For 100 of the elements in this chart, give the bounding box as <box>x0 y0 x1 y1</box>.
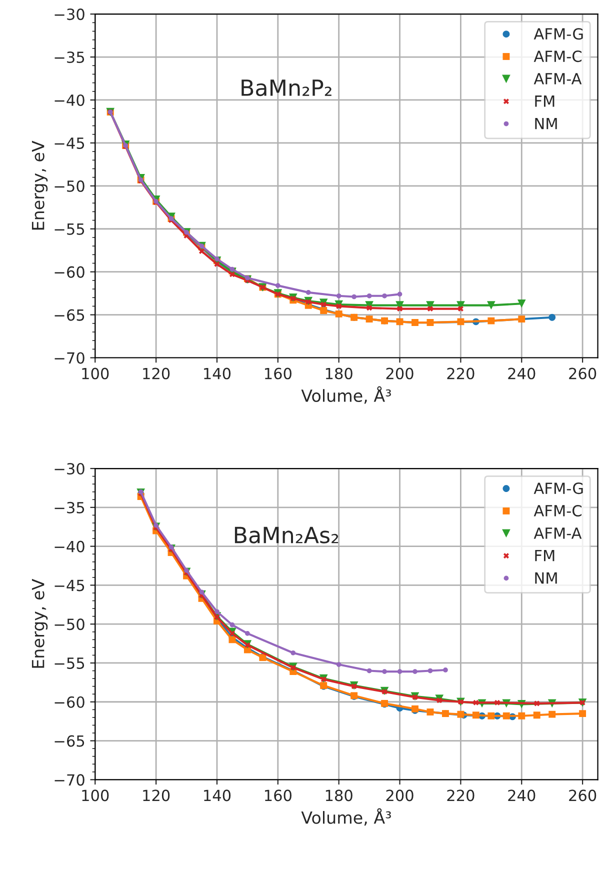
x-tick-label: 260 <box>569 368 596 380</box>
point <box>366 293 372 298</box>
point <box>214 256 220 262</box>
point <box>336 293 342 298</box>
point <box>486 301 496 310</box>
legend-label: NM <box>535 572 557 584</box>
x-tick-label: 120 <box>143 368 170 380</box>
x-tick-label: 100 <box>82 368 109 380</box>
y-tick-label: −35 <box>54 51 84 64</box>
y-tick-label: −30 <box>54 8 84 20</box>
point <box>579 710 586 718</box>
legend-label: FM <box>535 550 554 562</box>
annotation: BaMn₂As₂ <box>234 526 338 544</box>
point <box>412 669 418 674</box>
point <box>534 700 540 706</box>
point <box>457 710 464 718</box>
point <box>352 294 356 300</box>
x-tick-label: 140 <box>204 368 231 380</box>
x-tick-label: 180 <box>326 368 352 380</box>
x-tick-label: 220 <box>447 790 474 802</box>
point <box>336 303 342 309</box>
x-axis-title: Volume, Å³ <box>301 386 391 404</box>
point <box>488 712 495 720</box>
point <box>366 668 372 674</box>
point <box>306 299 312 305</box>
y-tick-label: −70 <box>54 352 84 364</box>
point <box>382 669 387 674</box>
y-tick-label: −50 <box>54 618 84 630</box>
point <box>184 568 189 573</box>
point <box>306 290 311 295</box>
y-tick-label: −40 <box>54 94 84 106</box>
x-tick-label: 120 <box>143 790 170 802</box>
point <box>382 293 387 298</box>
x-tick-label: 160 <box>265 790 292 802</box>
x-tick-label: 200 <box>386 790 414 802</box>
y-tick-label: −60 <box>54 696 84 708</box>
x-axis-title: Volume, Å³ <box>301 808 391 826</box>
point <box>426 708 434 716</box>
point <box>366 305 372 311</box>
point <box>290 650 296 656</box>
y-tick-label: −50 <box>54 180 84 192</box>
y-tick-label: −45 <box>54 138 84 149</box>
point <box>488 317 495 324</box>
point <box>428 668 433 674</box>
point <box>214 261 220 267</box>
point <box>502 712 510 720</box>
legend-label: AFM-A <box>534 73 582 84</box>
y-tick-label: −40 <box>54 540 84 552</box>
y-tick-label: −45 <box>54 580 84 592</box>
point <box>336 662 342 667</box>
x-tick-label: 260 <box>569 790 596 802</box>
y-tick-label: −55 <box>54 224 84 235</box>
point <box>168 544 174 550</box>
point <box>275 283 280 288</box>
point <box>245 630 250 636</box>
point <box>228 636 236 644</box>
point <box>518 712 526 720</box>
point <box>457 318 464 326</box>
annotation: BaMn₂P₂ <box>242 80 332 96</box>
point <box>396 306 403 312</box>
legend-label: AFM-C <box>534 50 582 62</box>
point <box>320 676 326 682</box>
point <box>473 700 479 706</box>
legend-label: AFM-A <box>534 528 582 539</box>
y-tick-label: −70 <box>54 774 84 786</box>
point <box>214 609 220 614</box>
point <box>230 266 235 272</box>
legend-label: AFM-C <box>534 504 582 517</box>
point <box>436 698 442 704</box>
y-tick-label: −35 <box>54 502 84 514</box>
point <box>533 712 540 719</box>
point <box>229 272 235 278</box>
legend-label: AFM-G <box>534 28 583 40</box>
x-tick-label: 160 <box>265 368 292 380</box>
point <box>494 700 500 706</box>
y-axis-title: Energy, eV <box>32 578 48 668</box>
legend-label: AFM-G <box>534 482 583 494</box>
legend-label: FM <box>535 96 554 107</box>
y-tick-label: −65 <box>54 735 84 747</box>
point <box>548 314 556 321</box>
point <box>472 712 480 719</box>
legend-label: NM <box>535 118 557 130</box>
point <box>229 630 235 636</box>
y-tick-label: −60 <box>54 266 84 278</box>
y-tick-label: −30 <box>54 462 84 475</box>
point <box>397 292 402 297</box>
point <box>548 710 556 718</box>
point <box>427 306 434 312</box>
y-axis-title: Energy, eV <box>32 140 48 230</box>
x-tick-label: 240 <box>508 790 536 802</box>
point <box>351 684 357 690</box>
x-tick-label: 240 <box>508 368 536 380</box>
point <box>198 248 205 254</box>
point <box>443 668 448 672</box>
point <box>517 299 526 308</box>
y-tick-label: −65 <box>54 309 84 321</box>
point <box>518 316 526 323</box>
x-tick-label: 180 <box>326 790 352 802</box>
x-tick-label: 220 <box>447 368 474 380</box>
y-tick-label: −55 <box>54 658 84 670</box>
